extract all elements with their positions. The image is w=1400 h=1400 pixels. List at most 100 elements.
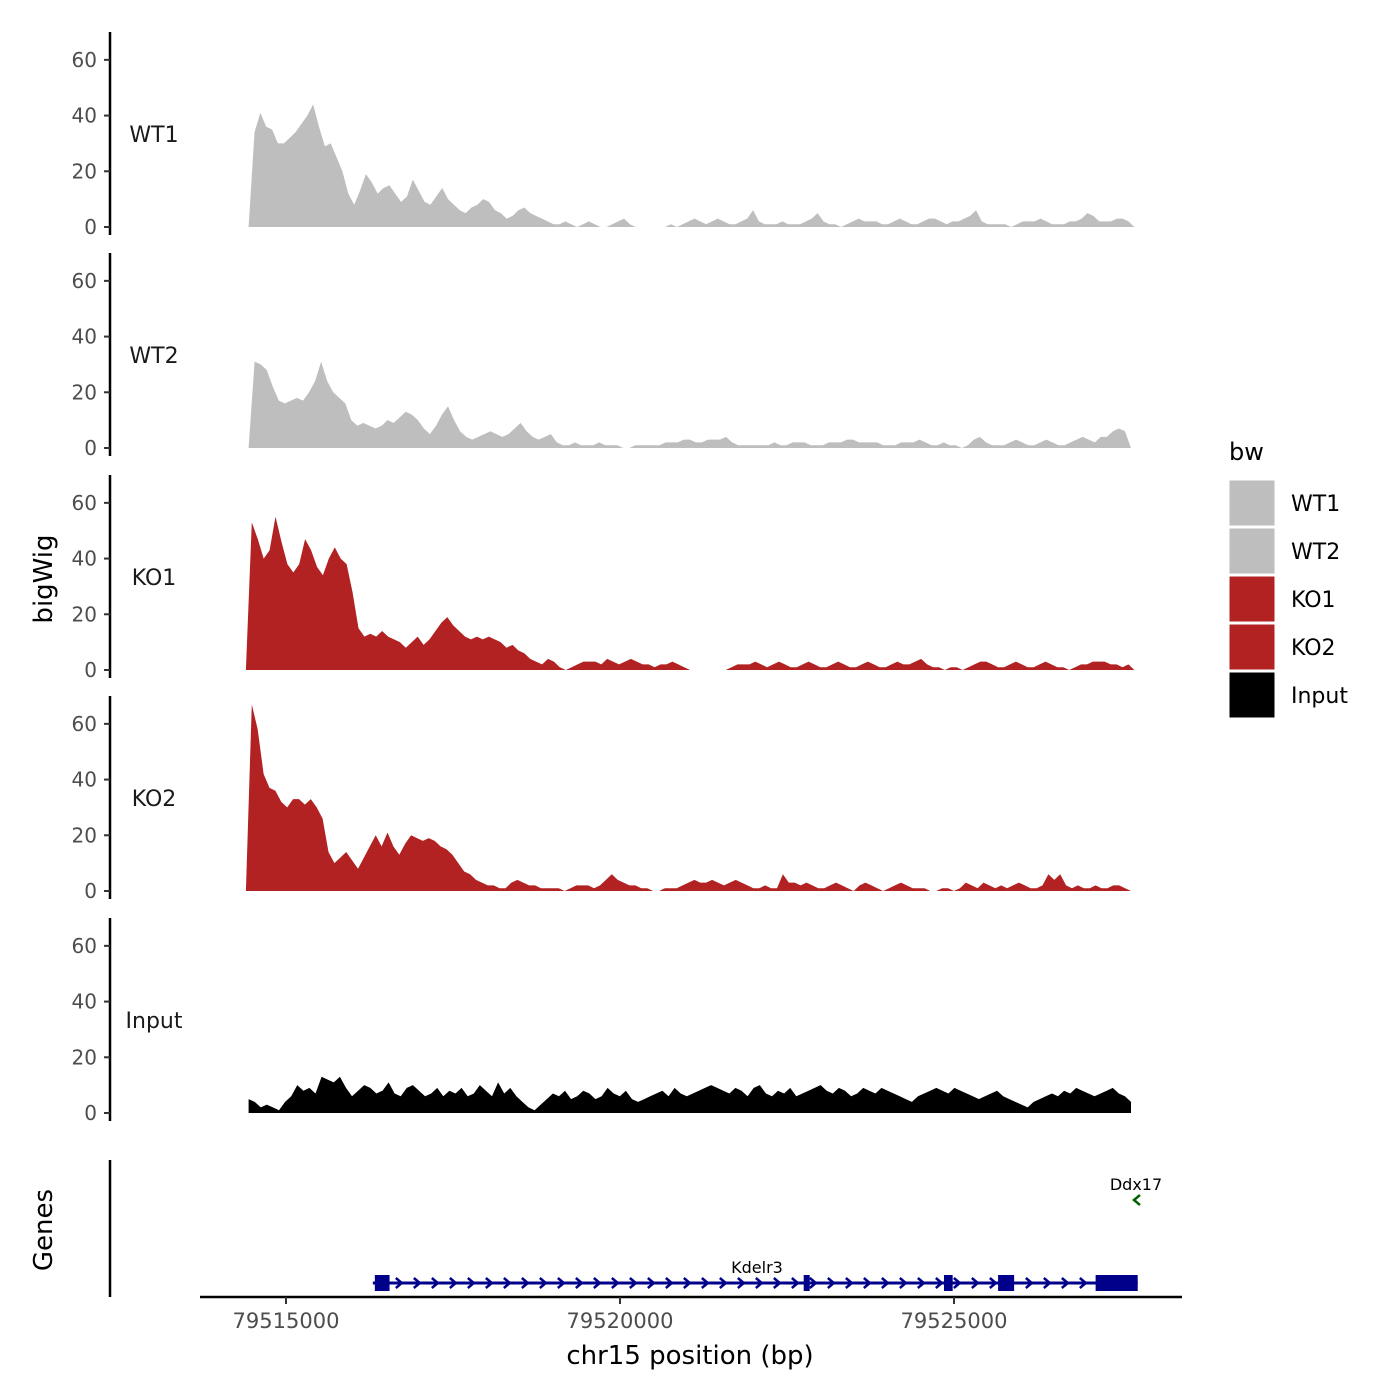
- strand-arrow: [827, 1277, 836, 1289]
- x-tick-label: 79520000: [567, 1309, 674, 1333]
- track-label: WT2: [129, 344, 178, 369]
- strand-arrow: [485, 1277, 494, 1289]
- y-tick-label: 60: [72, 491, 97, 515]
- strand-arrow: [863, 1277, 872, 1289]
- track-ko1: 0 20 40 60 KO1: [72, 475, 1135, 682]
- strand-arrow: [917, 1277, 926, 1289]
- strand-arrow: [467, 1277, 476, 1289]
- strand-arrow: [719, 1277, 728, 1289]
- strand-arrow: [413, 1277, 422, 1289]
- strand-arrow: [899, 1277, 908, 1289]
- strand-arrow: [935, 1277, 944, 1289]
- strand-arrow: [791, 1277, 800, 1289]
- coverage-area-wt1: [248, 104, 1135, 227]
- y-tick-label: 40: [72, 547, 97, 571]
- strand-arrow: [737, 1277, 746, 1289]
- strand-arrow: [755, 1277, 764, 1289]
- y-tick-label: 60: [72, 269, 97, 293]
- strand-arrow: [1025, 1277, 1034, 1289]
- y-axis-title: bigWig: [29, 534, 59, 623]
- strand-arrow: [647, 1277, 656, 1289]
- coverage-area-input: [248, 1076, 1132, 1113]
- y-tick-label: 0: [84, 1101, 97, 1125]
- legend-swatch-wt1: [1228, 479, 1276, 527]
- coverage-area-wt2: [248, 361, 1132, 448]
- y-tick-label: 60: [72, 712, 97, 736]
- x-axis-title: chr15 position (bp): [566, 1341, 813, 1371]
- strand-arrow: [989, 1277, 998, 1289]
- y-tick-label: 40: [72, 768, 97, 792]
- exon: [374, 1275, 390, 1291]
- legend-swatch-ko2: [1228, 623, 1276, 671]
- legend-label-input: Input: [1291, 684, 1348, 709]
- strand-arrow: [1132, 1194, 1141, 1206]
- track-label: KO2: [132, 787, 177, 812]
- strand-arrow: [773, 1277, 782, 1289]
- strand-arrow: [1043, 1277, 1052, 1289]
- track-ko2: 0 20 40 60 KO2: [72, 696, 1131, 903]
- track-label: KO1: [132, 566, 177, 591]
- track-wt1: 0 20 40 60 WT1: [72, 32, 1135, 239]
- y-tick-label: 60: [72, 48, 97, 72]
- strand-arrow: [557, 1277, 566, 1289]
- y-tick-label: 20: [72, 823, 97, 847]
- strand-arrow: [665, 1277, 674, 1289]
- y-tick-label: 0: [84, 879, 97, 903]
- y-tick-label: 20: [72, 602, 97, 626]
- legend-title: bw: [1229, 438, 1264, 466]
- gene-label: Kdelr3: [731, 1258, 783, 1277]
- legend-label-ko1: KO1: [1291, 588, 1336, 613]
- strand-arrow: [971, 1277, 980, 1289]
- legend-label-ko2: KO2: [1291, 636, 1336, 661]
- strand-arrow: [575, 1277, 584, 1289]
- strand-arrow: [395, 1277, 404, 1289]
- strand-arrow: [845, 1277, 854, 1289]
- x-tick-label: 79525000: [901, 1309, 1008, 1333]
- y-tick-label: 60: [72, 934, 97, 958]
- coverage-area-ko1: [245, 516, 1135, 670]
- strand-arrow: [629, 1277, 638, 1289]
- strand-arrow: [683, 1277, 692, 1289]
- genes-axis-title: Genes: [29, 1189, 59, 1271]
- y-tick-label: 0: [84, 658, 97, 682]
- strand-arrow: [431, 1277, 440, 1289]
- track-input: 0 20 40 60 Input: [72, 918, 1132, 1125]
- legend-label-wt2: WT2: [1291, 540, 1340, 565]
- strand-arrow: [593, 1277, 602, 1289]
- track-panels: 0 20 40 60 WT1 0 20 40 60 WT2 0 20 40 60 KO1 0 20 40 60 KO2…: [72, 32, 1135, 1125]
- strand-arrow: [1079, 1277, 1088, 1289]
- strand-arrow: [611, 1277, 620, 1289]
- strand-arrow: [449, 1277, 458, 1289]
- coverage-area-ko2: [245, 704, 1131, 891]
- exon: [998, 1275, 1015, 1291]
- track-label: Input: [126, 1009, 183, 1034]
- strand-arrow: [1061, 1277, 1070, 1289]
- y-tick-label: 20: [72, 1045, 97, 1069]
- legend: bw WT1 WT2 KO1 KO2 Input: [1228, 438, 1348, 719]
- gene-kdelr3: Kdelr3: [372, 1258, 1138, 1291]
- strand-arrow: [953, 1277, 962, 1289]
- legend-swatch-wt2: [1228, 527, 1276, 575]
- y-tick-label: 0: [84, 436, 97, 460]
- legend-swatch-input: [1228, 671, 1276, 719]
- y-tick-label: 0: [84, 215, 97, 239]
- strand-arrow: [881, 1277, 890, 1289]
- strand-arrow: [521, 1277, 530, 1289]
- exon: [943, 1275, 953, 1291]
- strand-arrow: [809, 1277, 818, 1289]
- strand-arrow: [701, 1277, 710, 1289]
- gene-label: Ddx17: [1110, 1175, 1162, 1194]
- strand-arrow: [503, 1277, 512, 1289]
- legend-swatch-ko1: [1228, 575, 1276, 623]
- gene-ddx17: Ddx17: [1110, 1175, 1162, 1206]
- y-tick-label: 20: [72, 159, 97, 183]
- legend-label-wt1: WT1: [1291, 492, 1340, 517]
- y-tick-label: 40: [72, 990, 97, 1014]
- strand-arrow: [539, 1277, 548, 1289]
- exon: [803, 1275, 810, 1291]
- exon: [1095, 1275, 1138, 1291]
- genes-panel: Kdelr3 Ddx17: [108, 1160, 1162, 1297]
- y-tick-label: 40: [72, 104, 97, 128]
- x-axis: 79515000 79520000 79525000: [200, 1295, 1182, 1333]
